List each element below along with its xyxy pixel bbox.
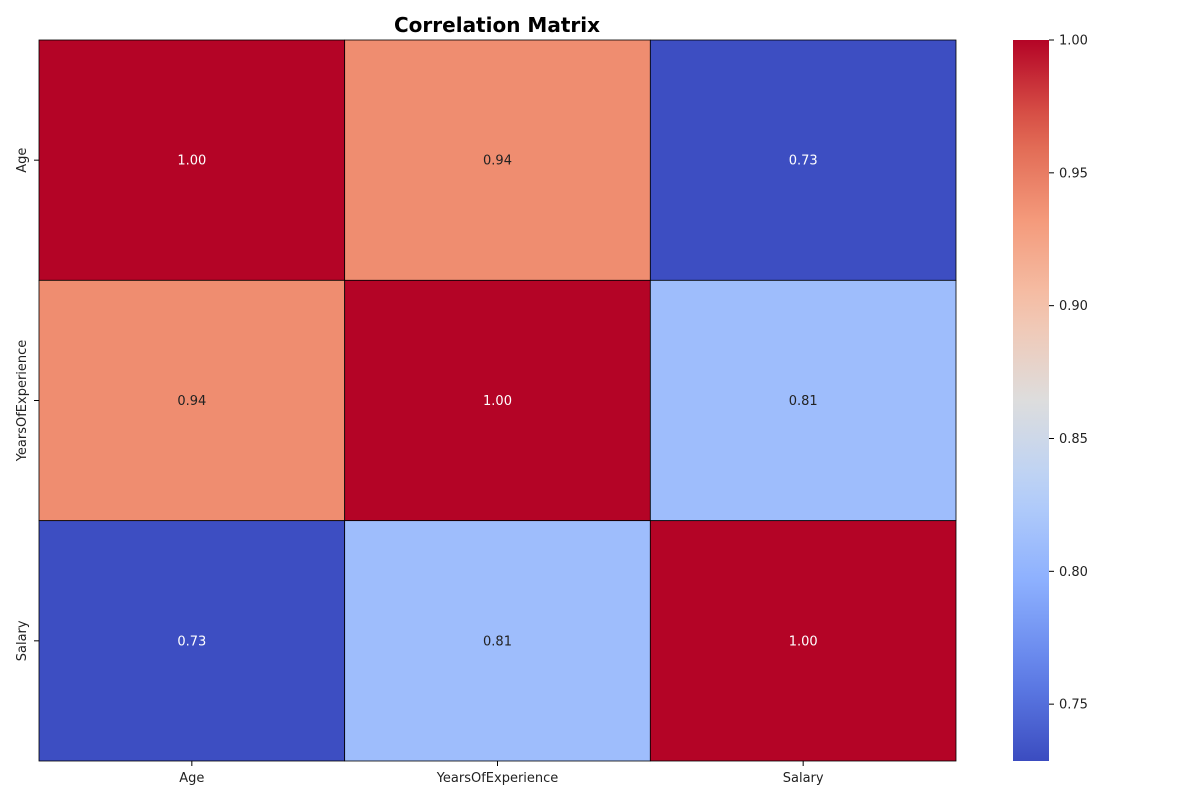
heatmap-cell [38,39,346,281]
cell-value-label: 0.73 [177,634,206,649]
x-tick-label: Age [179,771,204,786]
x-axis: Age YearsOfExperience Salary [179,761,824,786]
y-tick-label: Salary [15,620,30,661]
cell-value-label: 0.73 [789,154,818,169]
colorbar-tick-label: 1.00 [1059,34,1088,49]
cell-value-label: 0.81 [789,394,818,409]
y-tick-label: Age [15,148,30,173]
colorbar-tick-label: 0.90 [1059,299,1088,314]
heatmap-cell-labels: 1.00 0.94 0.73 0.94 1.00 0.81 0.73 0.81 1.00 [177,154,817,650]
heatmap-cell [344,39,651,281]
colorbar: 0.75 0.80 0.85 0.90 0.95 1.00 [1013,34,1088,761]
chart-title: Correlation Matrix [394,13,600,37]
cell-value-label: 0.94 [177,394,206,409]
heatmap-cells [38,39,957,762]
heatmap-cell [344,520,651,762]
heatmap-cell [649,279,957,522]
colorbar-gradient [1013,40,1049,761]
heatmap-cell [344,279,651,522]
colorbar-tick-label: 0.80 [1059,565,1088,580]
colorbar-tick-label: 0.75 [1059,698,1088,713]
y-axis: Age YearsOfExperience Salary [15,148,39,661]
y-tick-label: YearsOfExperience [15,340,30,463]
cell-value-label: 1.00 [789,634,818,649]
x-tick-label: YearsOfExperience [436,771,559,786]
colorbar-tick-label: 0.85 [1059,432,1088,447]
cell-value-label: 1.00 [177,154,206,169]
heatmap-cell [38,279,346,522]
heatmap-cell [649,39,957,281]
cell-value-label: 1.00 [483,394,512,409]
x-tick-label: Salary [783,771,824,786]
cell-value-label: 0.94 [483,154,512,169]
heatmap-cell [38,520,346,762]
cell-value-label: 0.81 [483,634,512,649]
colorbar-tick-label: 0.95 [1059,166,1088,181]
